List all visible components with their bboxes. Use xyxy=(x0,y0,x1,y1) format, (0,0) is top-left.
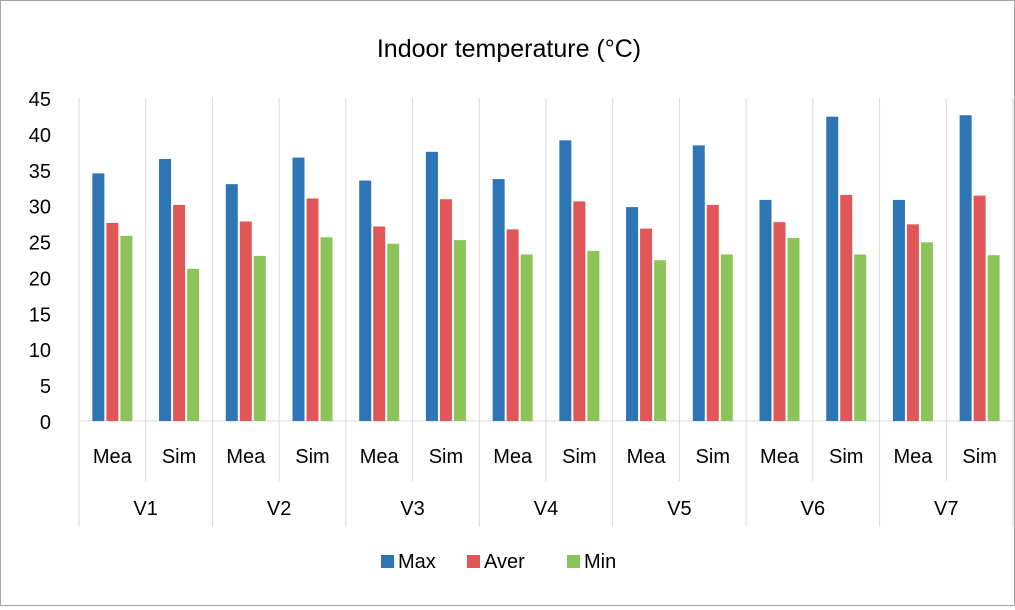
bar-min xyxy=(453,240,466,421)
x-group-label: V6 xyxy=(801,498,825,520)
grid-layer xyxy=(78,98,1014,527)
bar-min xyxy=(253,255,266,421)
x-subcategory-label: Mea xyxy=(226,446,266,468)
bar-max xyxy=(225,184,238,421)
legend-swatch-max xyxy=(381,555,394,568)
bar-min xyxy=(854,254,867,421)
x-group-label: V3 xyxy=(400,498,424,520)
legend-swatch-min xyxy=(567,555,580,568)
legend-label-max: Max xyxy=(398,551,436,573)
x-subcategory-label: Mea xyxy=(627,446,667,468)
bars-layer xyxy=(92,115,1000,422)
y-tick-label: 40 xyxy=(29,125,51,147)
bar-aver xyxy=(239,221,252,421)
bar-aver xyxy=(173,204,186,421)
bar-max xyxy=(559,140,572,422)
bar-aver xyxy=(306,198,319,421)
bar-min xyxy=(120,235,133,421)
y-tick-label: 30 xyxy=(29,197,51,219)
y-tick-label: 45 xyxy=(29,89,51,111)
legend: Max Aver Min xyxy=(381,551,616,573)
axis-layer: 0 5 10 15 20 25 30 35 40 45 xyxy=(29,89,1013,434)
chart-title: Indoor temperature (°C) xyxy=(377,35,641,63)
x-group-label: V1 xyxy=(133,498,157,520)
x-subcategory-label: Sim xyxy=(829,446,863,468)
x-group-label: V2 xyxy=(267,498,291,520)
x-subcategory-label: Sim xyxy=(962,446,996,468)
bar-min xyxy=(187,268,200,421)
bar-min xyxy=(987,255,1000,421)
bar-max xyxy=(626,207,639,421)
x-group-label: V7 xyxy=(934,498,958,520)
legend-label-min: Min xyxy=(584,551,616,573)
bar-aver xyxy=(840,194,853,421)
bar-max xyxy=(425,151,438,422)
legend-label-aver: Aver xyxy=(484,551,525,573)
bar-max xyxy=(92,173,105,421)
x-subcategory-label: Mea xyxy=(93,446,133,468)
x-labels-layer: Mea Sim Mea Sim Mea Sim Mea Sim Mea Sim Mea Sim Mea S… xyxy=(93,446,997,520)
bar-max xyxy=(959,115,972,421)
y-tick-label: 15 xyxy=(29,304,51,326)
bar-aver xyxy=(506,229,519,421)
bar-aver xyxy=(439,199,452,421)
x-subcategory-label: Mea xyxy=(893,446,933,468)
bar-max xyxy=(692,145,705,421)
bar-max xyxy=(892,199,905,421)
y-tick-label: 0 xyxy=(40,412,51,434)
x-subcategory-label: Sim xyxy=(696,446,730,468)
x-subcategory-label: Sim xyxy=(295,446,329,468)
bar-max xyxy=(492,179,505,421)
bar-aver xyxy=(373,226,386,421)
legend-swatch-aver xyxy=(467,555,480,568)
bar-aver xyxy=(106,222,119,421)
bar-min xyxy=(720,254,733,421)
x-subcategory-label: Sim xyxy=(162,446,196,468)
bar-min xyxy=(387,243,400,421)
bar-min xyxy=(787,237,800,421)
y-tick-label: 20 xyxy=(29,268,51,290)
x-subcategory-label: Mea xyxy=(493,446,533,468)
bar-min xyxy=(320,237,333,421)
bar-aver xyxy=(773,222,786,421)
bar-aver xyxy=(906,224,919,421)
bar-aver xyxy=(973,195,986,421)
y-tick-label: 35 xyxy=(29,161,51,183)
x-subcategory-label: Mea xyxy=(760,446,800,468)
x-group-label: V4 xyxy=(534,498,558,520)
x-subcategory-label: Sim xyxy=(562,446,596,468)
bar-max xyxy=(759,199,772,421)
y-tick-label: 25 xyxy=(29,233,51,255)
bar-min xyxy=(920,242,933,421)
y-tick-label: 5 xyxy=(40,376,51,398)
bar-aver xyxy=(706,204,719,421)
x-group-label: V5 xyxy=(667,498,691,520)
bar-min xyxy=(587,250,600,421)
bar-max xyxy=(292,157,305,421)
bar-aver xyxy=(573,201,586,421)
bar-min xyxy=(520,254,533,421)
bar-max xyxy=(826,116,839,421)
bar-aver xyxy=(640,228,653,421)
y-tick-label: 10 xyxy=(29,340,51,362)
bar-max xyxy=(359,180,372,421)
bar-max xyxy=(159,159,172,421)
x-subcategory-label: Mea xyxy=(360,446,400,468)
bar-min xyxy=(654,260,667,421)
x-subcategory-label: Sim xyxy=(429,446,463,468)
